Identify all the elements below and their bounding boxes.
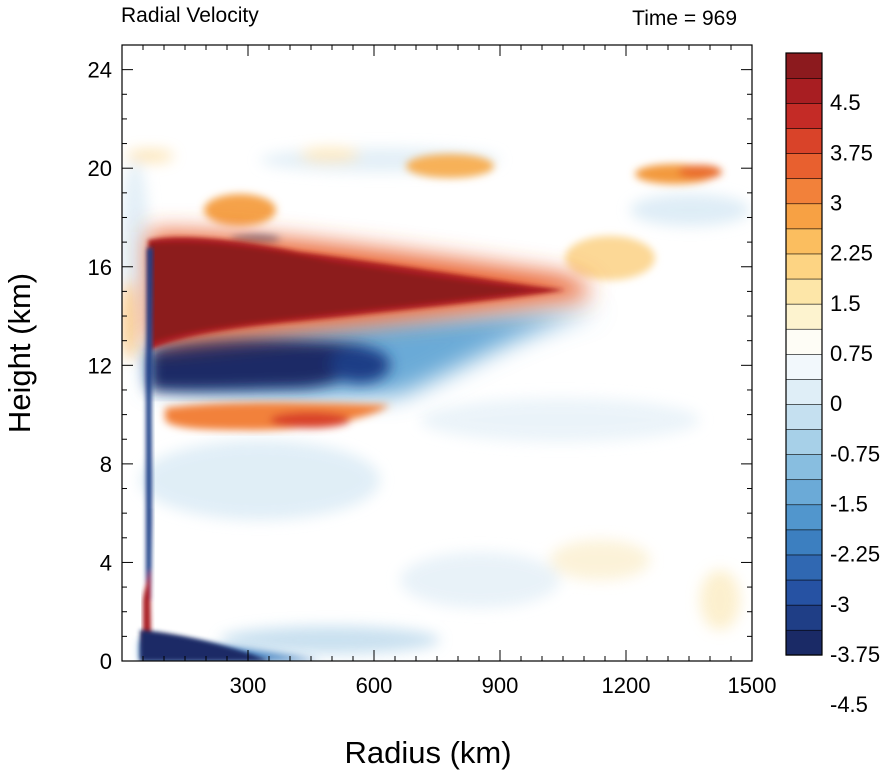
colorbar-swatch <box>785 102 823 129</box>
colorbar-swatch <box>785 529 823 556</box>
colorbar-swatch <box>785 428 823 455</box>
upper-outflow-core <box>150 242 530 342</box>
colorbar-label: -2.25 <box>830 542 880 567</box>
colorbar-label: 0.75 <box>830 341 873 366</box>
colorbar-label: -4.5 <box>830 692 868 717</box>
colorbar-frame <box>785 52 823 656</box>
faint-inflow-streak <box>630 194 750 226</box>
y-tick-label: 8 <box>100 452 112 477</box>
colorbar: 4.5 3.75 3 2.25 1.5 0.75 0 -0.75 -1.5 -2.25 -3 -3.7… <box>785 52 880 717</box>
colorbar-swatch <box>785 504 823 531</box>
faint-outflow-streak <box>126 150 174 162</box>
colorbar-label: -3 <box>830 592 850 617</box>
colorbar-label: 4.5 <box>830 90 861 115</box>
outflow-patch <box>204 194 276 226</box>
y-tick-label: 24 <box>88 58 112 83</box>
colorbar-label: 3.75 <box>830 140 873 165</box>
y-tick-label: 4 <box>100 550 112 575</box>
y-tick-label: 16 <box>88 255 112 280</box>
y-tick-label: 20 <box>88 156 112 181</box>
colorbar-label: 0 <box>830 391 842 416</box>
x-tick-label: 1500 <box>728 673 777 698</box>
colorbar-swatch <box>785 253 823 280</box>
faint-outflow-streak <box>122 280 140 360</box>
faint-inflow-streak <box>220 626 440 654</box>
colorbar-swatch <box>785 479 823 506</box>
colorbar-swatch <box>785 629 823 656</box>
colorbar-swatch <box>785 52 823 79</box>
upper-inflow-band-core <box>150 338 375 391</box>
faint-inflow-streak <box>420 398 700 442</box>
colorbar-swatch <box>785 378 823 405</box>
colorbar-label: -1.5 <box>830 492 868 517</box>
y-tick-label: 0 <box>100 649 112 674</box>
y-axis-label: Height (km) <box>2 273 37 433</box>
colorbar-swatch <box>785 454 823 481</box>
y-axis-ticks: 0 4 8 12 16 20 24 <box>88 44 752 674</box>
colorbar-swatch <box>785 228 823 255</box>
y-tick-label: 12 <box>88 353 112 378</box>
outflow-patch <box>406 154 494 178</box>
mid-outflow-band <box>270 412 350 428</box>
colorbar-swatch <box>785 178 823 205</box>
x-tick-label: 1200 <box>602 673 651 698</box>
outflow-patch <box>678 165 722 179</box>
boundary-layer-inflow-core <box>140 630 270 661</box>
colorbar-swatch <box>785 203 823 230</box>
colorbar-swatch <box>785 127 823 154</box>
faint-inflow-streak <box>140 440 380 520</box>
faint-inflow-streak <box>400 552 560 608</box>
colorbar-label: 3 <box>830 191 842 216</box>
faint-outflow-streak <box>700 570 740 630</box>
colorbar-swatch <box>785 328 823 355</box>
heatmap-field <box>122 148 750 661</box>
colorbar-label: -0.75 <box>830 441 880 466</box>
colorbar-swatch <box>785 278 823 305</box>
colorbar-swatch <box>785 77 823 104</box>
upper-inflow-band-core <box>330 347 390 383</box>
colorbar-swatch <box>785 303 823 330</box>
colorbar-swatch <box>785 353 823 380</box>
chart-title-right: Time = 969 <box>632 7 737 30</box>
x-tick-label: 300 <box>230 673 267 698</box>
chart-title-left: Radial Velocity <box>121 4 259 27</box>
colorbar-label: 1.5 <box>830 291 861 316</box>
colorbar-swatch <box>785 604 823 631</box>
colorbar-swatch <box>785 579 823 606</box>
x-axis-label: Radius (km) <box>344 735 511 770</box>
faint-outflow-streak <box>550 540 650 580</box>
x-axis-ticks: 300 600 900 1200 1500 <box>142 45 777 698</box>
colorbar-swatch <box>785 403 823 430</box>
colorbar-swatch <box>785 554 823 581</box>
colorbar-label: -3.75 <box>830 642 880 667</box>
x-tick-label: 900 <box>482 673 519 698</box>
outflow-patch <box>565 236 655 280</box>
colorbar-label: 2.25 <box>830 241 873 266</box>
faint-outflow-streak <box>300 148 360 162</box>
eyewall-inflow-column <box>146 248 153 600</box>
x-tick-label: 600 <box>356 673 393 698</box>
low-level-outflow-column <box>143 568 151 650</box>
colorbar-swatch <box>785 153 823 180</box>
